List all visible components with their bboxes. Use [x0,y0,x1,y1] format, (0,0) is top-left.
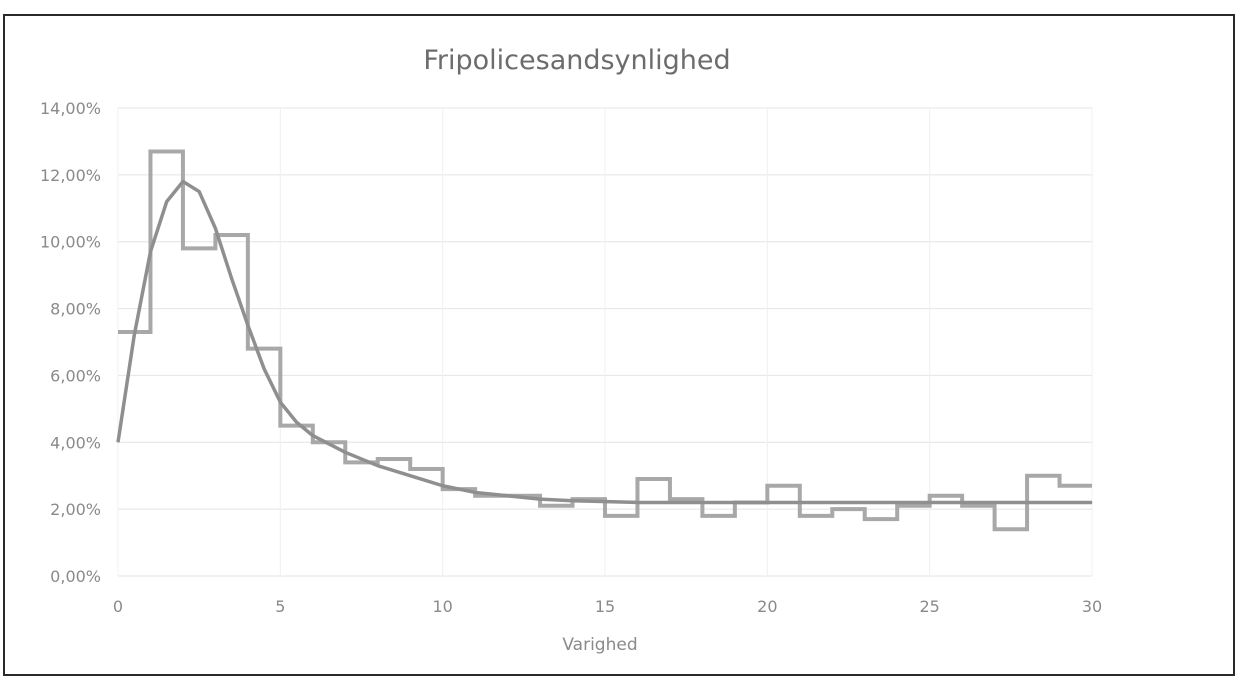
curve-point [766,501,768,503]
y-tick-label: 6,00% [50,366,101,385]
x-tick-label: 15 [595,597,615,616]
fitted-curve-series [116,179,1093,505]
curve-point [296,421,298,423]
x-axis-title: Varighed [562,635,637,655]
y-tick-label: 14,00% [40,99,101,118]
y-tick-label: 4,00% [50,433,101,452]
curve-point [442,485,444,487]
curve-point [409,475,411,477]
chart-frame: 0,00% 2,00% 4,00% 6,00% 8,00% 10,00% 12,00% 14,… [3,14,1235,676]
curve-point [312,435,314,437]
chart-title: Fripolicesandsynlighed [423,45,730,76]
y-tick-label: 10,00% [40,233,101,252]
chart: 0,00% 2,00% 4,00% 6,00% 8,00% 10,00% 12,00% 14,… [40,45,1102,655]
x-tick-label: 5 [275,597,285,616]
x-tick-label: 10 [432,597,452,616]
curve-point [701,501,703,503]
curve-point [1026,501,1028,503]
curve-point [231,277,233,279]
y-tick-label: 12,00% [40,166,101,185]
curve-point [166,201,168,203]
curve-point [831,501,833,503]
y-tick-label: 0,00% [50,567,101,586]
curve-point [182,181,184,183]
x-tick-label: 25 [919,597,939,616]
curve-point [929,501,931,503]
curve-point [133,334,135,336]
x-tick-label: 20 [757,597,777,616]
curve-point [636,501,638,503]
x-tick-label: 0 [113,597,123,616]
curve-point [1091,501,1093,503]
y-tick-label: 8,00% [50,300,101,319]
x-tick-label: 30 [1082,597,1102,616]
curve-point [539,498,541,500]
curve-point [507,495,509,497]
curve-point [344,451,346,453]
curve-line [116,179,1092,505]
curve-point [263,368,265,370]
curve-point [279,401,281,403]
curve-point [247,324,249,326]
curve-point [198,191,200,193]
y-tick-label: 2,00% [50,500,101,519]
curve-point [572,500,574,502]
y-axis-ticks: 0,00% 2,00% 4,00% 6,00% 8,00% 10,00% 12,00% 14,… [40,99,101,586]
curve-point [377,465,379,467]
curve-point [474,491,476,493]
x-axis-ticks: 0 5 10 15 20 25 30 [113,597,1102,616]
curve-point [214,227,216,229]
curve-point [117,441,119,443]
curve-point [149,251,151,253]
